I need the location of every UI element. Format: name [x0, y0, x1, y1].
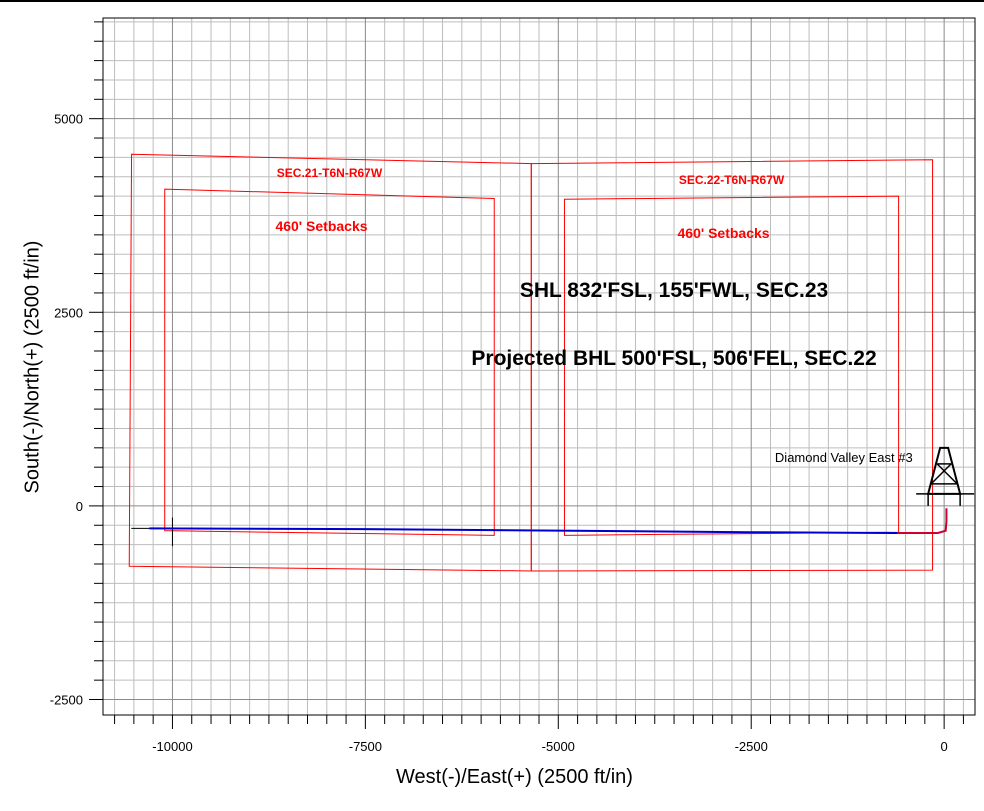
top-border: [0, 0, 984, 2]
x-axis-title: West(-)/East(+) (2500 ft/in): [396, 766, 633, 788]
section-boundary: [530, 159, 934, 572]
tick-labels: -10000 -7500 -5000 -2500 0 5000 2500 0 -2500: [50, 112, 948, 754]
setback-boundary: [164, 188, 495, 536]
x-tick-label: -2500: [735, 739, 768, 754]
section-label: SEC.21-T6N-R67W: [277, 166, 383, 180]
x-tick-label: -7500: [349, 739, 382, 754]
location-annotation: SHL 832'FSL, 155'FWL, SEC.23: [520, 279, 828, 302]
x-tick-label: -5000: [542, 739, 575, 754]
section-boundaries: SEC.21-T6N-R67W 460' Setbacks SEC.22-T6N-R…: [128, 153, 934, 572]
y-tick-label: 0: [76, 499, 83, 514]
setback-label: 460' Setbacks: [275, 218, 367, 234]
drilling-rig-icon: [916, 446, 975, 506]
y-tick-label: -2500: [50, 693, 83, 708]
major-grid: [103, 18, 975, 715]
rig-brace: [936, 463, 958, 485]
minor-grid: [103, 18, 975, 715]
axis-ticks: [89, 21, 964, 729]
well-name-label: Diamond Valley East #3: [775, 450, 913, 465]
x-tick-label: -10000: [152, 739, 192, 754]
rig-brace: [930, 463, 952, 485]
wellpath-build-curve: [897, 508, 948, 535]
y-axis-title: South(-)/North(+) (2500 ft/in): [21, 240, 44, 494]
y-tick-label: 2500: [54, 305, 83, 320]
x-tick-label: 0: [941, 739, 948, 754]
location-annotation: Projected BHL 500'FSL, 506'FEL, SEC.22: [471, 347, 876, 370]
setback-label: 460' Setbacks: [678, 225, 770, 241]
section-label: SEC.22-T6N-R67W: [679, 173, 785, 187]
wellpath: [131, 508, 948, 547]
annotations: SHL 832'FSL, 155'FWL, SEC.23 Projected BH…: [471, 279, 912, 465]
wellpath-lateral: [149, 527, 898, 535]
y-tick-label: 5000: [54, 112, 83, 127]
